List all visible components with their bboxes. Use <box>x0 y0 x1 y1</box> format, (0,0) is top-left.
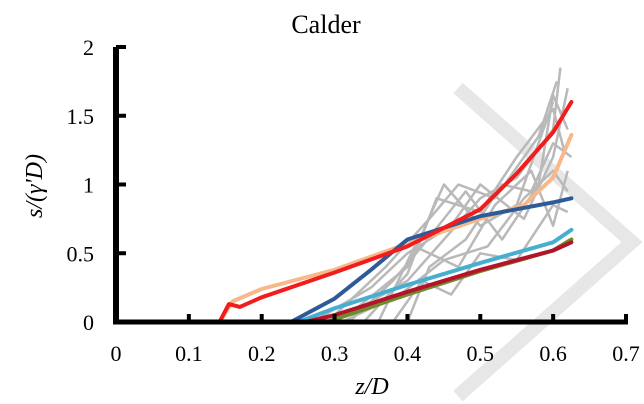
series-line <box>303 240 574 324</box>
y-tick-label: 0 <box>83 310 94 335</box>
x-tick-label: 0.3 <box>321 341 349 366</box>
gray-series-line <box>312 88 569 324</box>
gray-series-line <box>377 169 569 323</box>
x-tick-label: 0.5 <box>467 341 495 366</box>
series-line <box>288 196 574 324</box>
x-tick-label: 0.1 <box>175 341 203 366</box>
gray-series-line <box>362 107 566 323</box>
x-axis-label: z/D <box>354 374 388 400</box>
y-tick-label: 1 <box>83 173 94 198</box>
x-tick-label: 0.6 <box>539 341 567 366</box>
x-tick-label: 0.4 <box>394 341 422 366</box>
gray-series-line <box>406 142 573 323</box>
x-tick-label: 0 <box>111 341 122 366</box>
watermark-chevron <box>453 82 643 402</box>
series-line <box>114 100 574 324</box>
y-tick-label: 0.5 <box>67 241 95 266</box>
gray-series-line <box>326 81 558 323</box>
x-tick-label: 0.7 <box>612 341 640 366</box>
y-ticks: 0 0.5 1 1.5 2 <box>67 35 126 335</box>
y-tick-label: 2 <box>83 35 94 60</box>
y-tick-label: 1.5 <box>67 104 95 129</box>
chart-title: Calder <box>291 10 361 39</box>
x-ticks: 0 0.1 0.2 0.3 0.4 0.5 0.6 0.7 <box>111 314 640 366</box>
x-tick-label: 0.2 <box>248 341 276 366</box>
y-axis-label: s/(γ'D) <box>22 154 48 218</box>
